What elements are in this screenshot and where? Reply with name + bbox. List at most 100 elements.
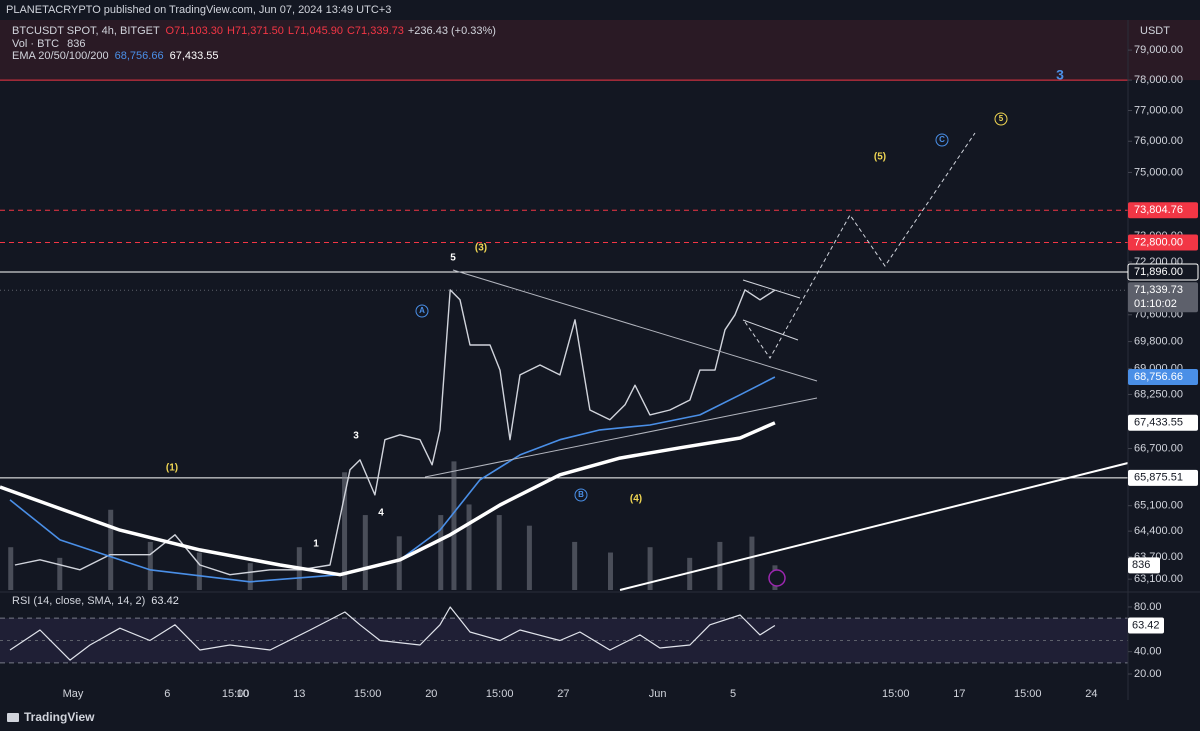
- volume-bar: [438, 515, 444, 590]
- trendline: [452, 269, 818, 382]
- x-tick-label: 6: [164, 688, 170, 700]
- volume-bar: [362, 515, 368, 590]
- rsi-value: 63.42: [151, 595, 179, 607]
- x-tick-label: 15:00: [882, 688, 910, 700]
- wave-label: (3): [475, 243, 487, 254]
- x-tick-label: 15:00: [1014, 688, 1042, 700]
- logo: [7, 713, 19, 722]
- volume-bar: [607, 552, 613, 590]
- price-label-box: [1128, 414, 1198, 431]
- ohlc: O71,103.30: [166, 25, 224, 37]
- series-line: [9, 376, 776, 583]
- wave-circle: [935, 133, 949, 147]
- y-tick-label: 66,700.00: [1134, 442, 1183, 454]
- price-label-box: [1128, 234, 1198, 251]
- x-tick-label: Jun: [649, 688, 667, 700]
- price-label-box: [1128, 202, 1198, 219]
- price-label: 72,800.00: [1134, 236, 1183, 248]
- y-tick-label: 64,400.00: [1134, 525, 1183, 537]
- footer: [0, 703, 1200, 731]
- ohlc: C71,339.73: [347, 25, 404, 37]
- price-label: 71,339.73: [1134, 284, 1183, 296]
- volume-bar: [687, 557, 693, 590]
- price-label: 67,433.55: [1134, 417, 1183, 429]
- channel-line: [742, 279, 801, 299]
- labels: 79,000.00 78,000.00 77,000.00 76,000.00 75,0…: [63, 44, 1199, 700]
- y-tick-label: 76,000.00: [1134, 135, 1183, 147]
- wave-label: 3: [353, 431, 359, 442]
- wave-label: (1): [166, 463, 178, 474]
- volume-label-box: [1128, 557, 1160, 574]
- channel-line: [742, 319, 799, 341]
- price-label: 73,804.76: [1134, 204, 1183, 216]
- volume-bar: [451, 461, 457, 590]
- y-tick-label: 63,100.00: [1134, 573, 1183, 585]
- volume-bar: [342, 472, 348, 590]
- y-tick-label: 77,000.00: [1134, 104, 1183, 116]
- price-label: 68,756.66: [1134, 371, 1183, 383]
- wave-label: A: [419, 306, 425, 315]
- ohlc: L71,045.90: [288, 25, 343, 37]
- x-tick-label: 13: [293, 688, 305, 700]
- y-tick-label: 65,100.00: [1134, 500, 1183, 512]
- price-label: 65,875.51: [1134, 472, 1183, 484]
- ema-value: 67,433.55: [170, 50, 219, 62]
- projection-path: [744, 132, 976, 359]
- legend-ema: EMA 20/50/100/200 68,756.66 67,433.55: [12, 50, 219, 62]
- ema-label: EMA 20/50/100/200: [12, 50, 109, 62]
- volume-bar: [647, 547, 653, 590]
- rsi-label-box: [1128, 617, 1164, 634]
- legend-symbol: BTCUSDT SPOT, 4h, BITGET O71,103.30 H71,37…: [12, 25, 496, 37]
- y-tick-label: 69,800.00: [1134, 336, 1183, 348]
- drawings: [424, 132, 1129, 591]
- y-tick-label: 75,000.00: [1134, 166, 1183, 178]
- wave-label: 5: [999, 114, 1004, 123]
- top-bar: [0, 0, 1200, 20]
- wave-circle: [574, 488, 588, 502]
- ema-value: 68,756.66: [115, 50, 164, 62]
- volume-bar: [8, 547, 14, 590]
- trendline: [424, 397, 818, 478]
- volume-bar: [247, 563, 253, 590]
- y-tick-label: 80.00: [1134, 601, 1162, 613]
- wave-label: (5): [874, 152, 886, 163]
- volume-bar: [196, 552, 202, 590]
- change: +236.43 (+0.33%): [408, 25, 496, 37]
- legend-rsi: RSI (14, close, SMA, 14, 2) 63.42: [12, 595, 179, 607]
- x-tick-label: 24: [1085, 688, 1097, 700]
- currency: USDT: [1140, 25, 1170, 37]
- volume-label: Vol · BTC: [12, 38, 59, 50]
- volume-value: 836: [67, 38, 85, 50]
- volume-bar: [526, 525, 532, 590]
- volume-bar: [108, 509, 114, 590]
- countdown-label: 01:10:02: [1134, 298, 1177, 310]
- symbol: BTCUSDT SPOT, 4h, BITGET: [12, 25, 160, 37]
- x-tick-label: May: [63, 688, 84, 700]
- series-line: [9, 606, 776, 661]
- wave-label: B: [578, 490, 584, 499]
- price-label-box: [1127, 263, 1199, 281]
- rsi-label: RSI (14, close, SMA, 14, 2): [12, 595, 145, 607]
- volume-bar: [57, 557, 63, 590]
- x-tick-label: 15:00: [354, 688, 382, 700]
- y-tick-label: 20.00: [1134, 668, 1162, 680]
- wave-circle: [994, 112, 1008, 126]
- wave-label: 4: [378, 508, 384, 519]
- x-tick-label: 17: [953, 688, 965, 700]
- y-tick-label: 79,000.00: [1134, 44, 1183, 56]
- x-tick-label: 20: [425, 688, 437, 700]
- volume-bar: [396, 536, 402, 590]
- wave-label: 3: [1056, 67, 1064, 83]
- volume-bar: [572, 541, 578, 590]
- volume-label: 836: [1132, 559, 1150, 571]
- volume-bar: [466, 504, 472, 590]
- y-tick-label: 78,000.00: [1134, 74, 1183, 86]
- series-line: [0, 421, 776, 577]
- wave-label: C: [939, 135, 945, 144]
- rsi-value-label: 63.42: [1132, 619, 1160, 631]
- x-tick-label: 5: [730, 688, 736, 700]
- legend-volume: Vol · BTC 836: [12, 38, 85, 50]
- ohlc: H71,371.50: [227, 25, 284, 37]
